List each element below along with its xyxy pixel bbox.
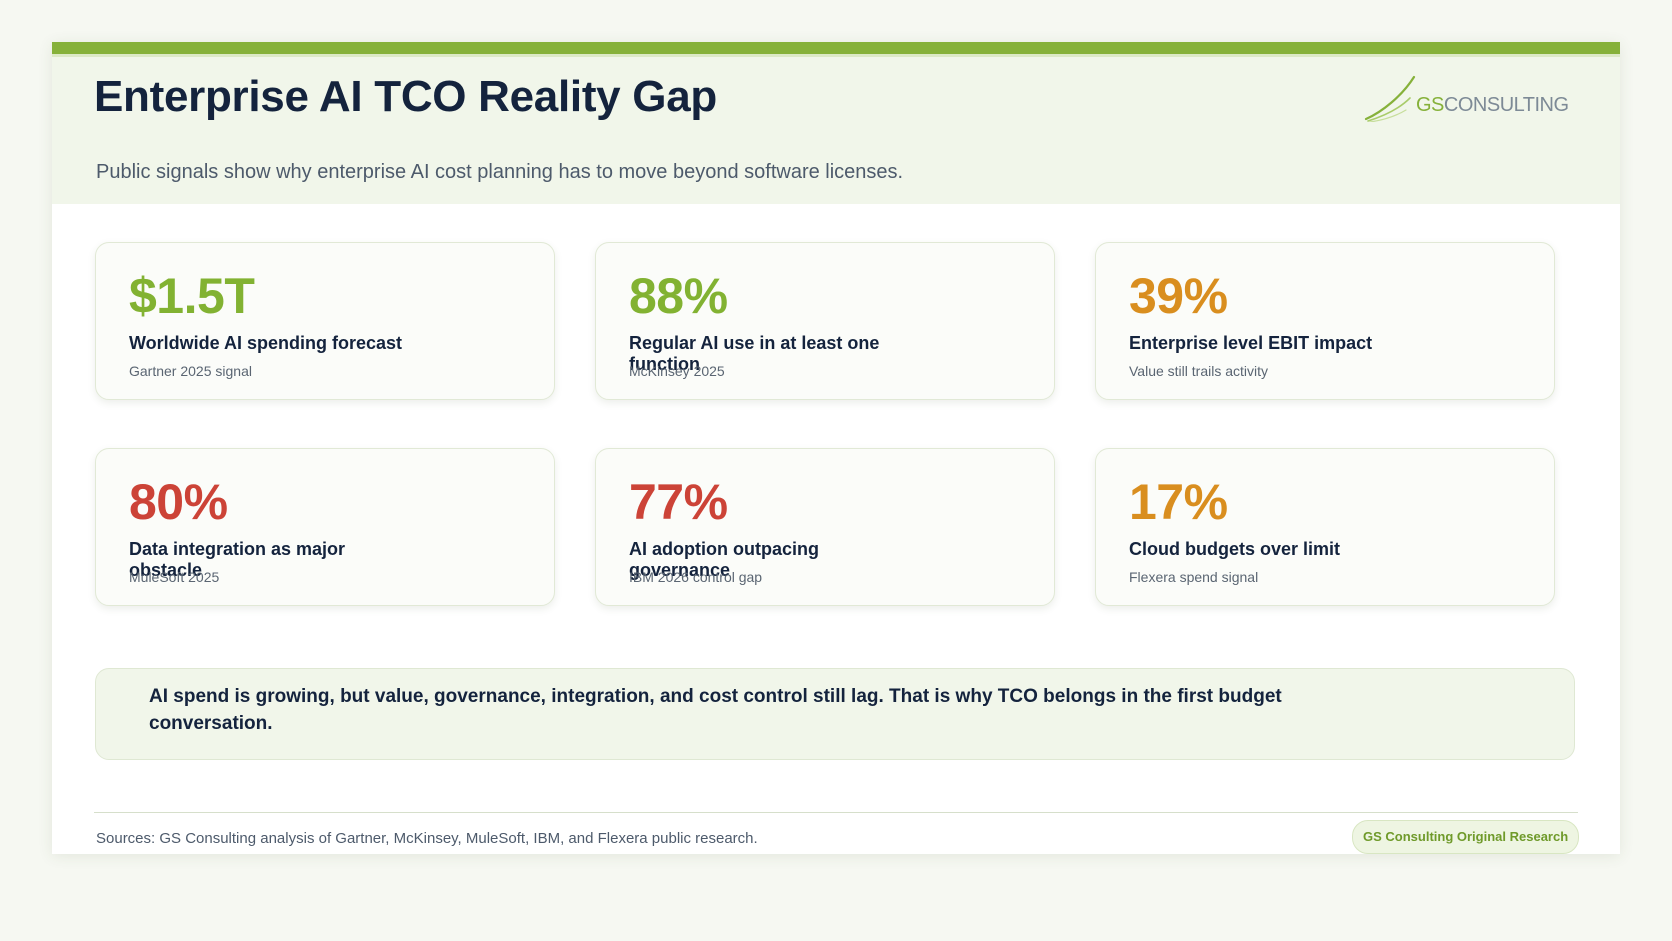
stat-value: 88% (629, 268, 728, 324)
stat-source: MuleSoft 2025 (129, 569, 220, 585)
stat-source: McKinsey 2025 (629, 363, 725, 379)
stat-value: 39% (1129, 268, 1228, 324)
stat-source: IBM 2026 control gap (629, 569, 763, 585)
sources-note: Sources: GS Consulting analysis of Gartn… (96, 830, 758, 847)
key-takeaway-callout: AI spend is growing, but value, governan… (95, 668, 1575, 760)
stat-label: Worldwide AI spending forecast (129, 333, 403, 353)
stat-card-cloud-budgets: 17% Cloud budgets over limit Flexera spe… (1095, 448, 1555, 606)
stat-source: Flexera spend signal (1129, 569, 1259, 585)
stat-card-ai-governance: 77% AI adoption outpacing governance IBM… (595, 448, 1055, 606)
header: Enterprise AI TCO Reality Gap Public sig… (52, 57, 1620, 204)
stat-label: AI adoption outpacing governance (629, 539, 819, 580)
key-takeaway-text: AI spend is growing, but value, governan… (149, 686, 1282, 734)
gs-consulting-logo: GSCONSULTING (1364, 72, 1569, 122)
page-title: Enterprise AI TCO Reality Gap (94, 72, 717, 121)
stat-card-regular-ai-use: 88% Regular AI use in at least one funct… (595, 242, 1055, 400)
logo-consulting: CONSULTING (1443, 94, 1569, 116)
slide: Enterprise AI TCO Reality Gap Public sig… (52, 42, 1620, 854)
footer-divider (94, 812, 1578, 813)
logo-gs: GS (1416, 94, 1444, 116)
stat-label: Regular AI use in at least one function (629, 333, 880, 374)
stat-value: 80% (129, 474, 228, 530)
stat-value: 17% (1129, 474, 1228, 530)
stat-value: 77% (629, 474, 728, 530)
stat-label: Enterprise level EBIT impact (1129, 333, 1373, 353)
stat-card-ebit-impact: 39% Enterprise level EBIT impact Value s… (1095, 242, 1555, 400)
page-subtitle: Public signals show why enterprise AI co… (96, 161, 904, 183)
logo-wordmark: GSCONSULTING (1416, 94, 1569, 117)
top-accent-stripe (52, 54, 1620, 57)
stat-value: $1.5T (129, 268, 255, 324)
stat-label: Data integration as major obstacle (129, 539, 346, 580)
stat-card-data-integration: 80% Data integration as major obstacle M… (95, 448, 555, 606)
stat-label: Cloud budgets over limit (1129, 539, 1341, 559)
swoosh-logo-icon (1364, 75, 1416, 122)
original-research-badge: GS Consulting Original Research (1352, 820, 1580, 854)
top-accent-bar (52, 42, 1620, 54)
stat-source: Gartner 2025 signal (129, 363, 252, 379)
stat-card-ai-spending: $1.5T Worldwide AI spending forecast Gar… (95, 242, 555, 400)
stat-source: Value still trails activity (1129, 363, 1269, 379)
